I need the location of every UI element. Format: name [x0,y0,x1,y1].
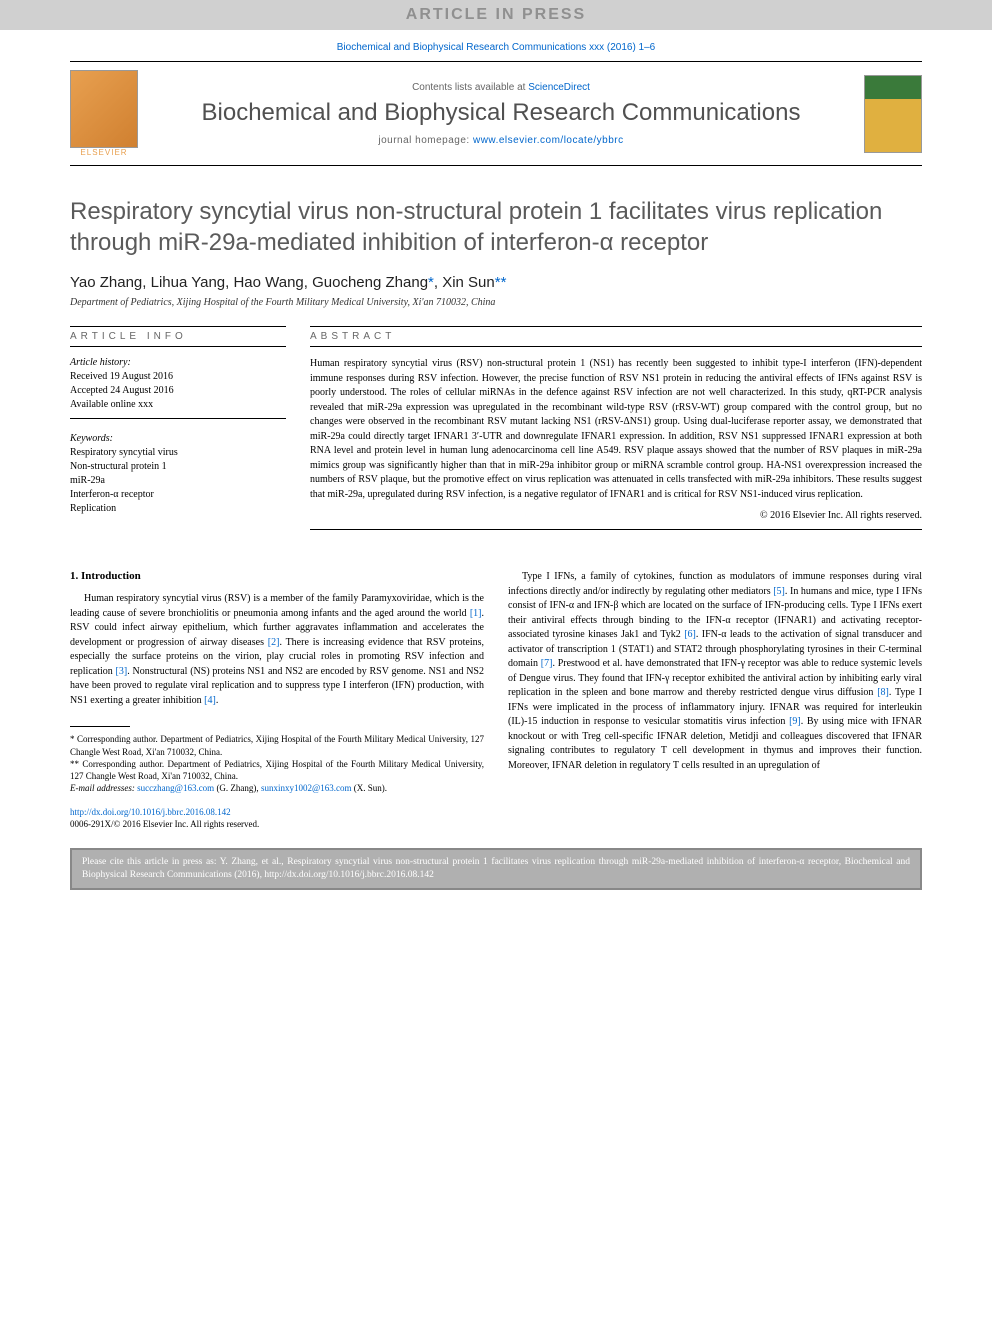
author-list: Yao Zhang, Lihua Yang, Hao Wang, Guochen… [70,274,922,291]
history-accepted: Accepted 24 August 2016 [70,384,286,398]
ref-link[interactable]: [1] [470,608,482,619]
ref-link[interactable]: [2] [268,637,280,648]
homepage-prefix: journal homepage: [378,135,473,146]
ref-link[interactable]: [8] [877,687,889,698]
keywords-label: Keywords: [70,433,286,444]
abstract-text: Human respiratory syncytial virus (RSV) … [310,357,922,502]
elsevier-label: ELSEVIER [70,148,138,157]
journal-header: ELSEVIER Contents lists available at Sci… [70,61,922,166]
homepage-link[interactable]: www.elsevier.com/locate/ybbrc [473,135,624,146]
keyword: Replication [70,502,286,516]
affiliation: Department of Pediatrics, Xijing Hospita… [70,297,922,308]
issn-copyright: 0006-291X/© 2016 Elsevier Inc. All right… [70,819,259,829]
contents-line: Contents lists available at ScienceDirec… [138,82,864,93]
doi-block: http://dx.doi.org/10.1016/j.bbrc.2016.08… [70,806,922,830]
section-heading-intro: 1. Introduction [70,570,484,582]
contents-prefix: Contents lists available at [412,82,528,93]
ref-link[interactable]: [4] [204,695,216,706]
homepage-line: journal homepage: www.elsevier.com/locat… [138,135,864,146]
citation-header: Biochemical and Biophysical Research Com… [0,30,992,61]
elsevier-logo-block: ELSEVIER [70,70,138,157]
intro-para-1: Human respiratory syncytial virus (RSV) … [70,592,484,708]
journal-cover-thumbnail [864,75,922,153]
corresp-marker-2: ** [495,274,507,291]
article-info-column: ARTICLE INFO Article history: Received 1… [70,326,286,530]
ref-link[interactable]: [9] [789,716,801,727]
footnote-corresp-1: * Corresponding author. Department of Pe… [70,733,484,757]
article-info-label: ARTICLE INFO [70,326,286,347]
footnote-email: E-mail addresses: succzhang@163.com (G. … [70,782,484,794]
keyword: Respiratory syncytial virus [70,446,286,460]
article-title: Respiratory syncytial virus non-structur… [70,196,922,258]
sciencedirect-link[interactable]: ScienceDirect [528,82,590,93]
email-link[interactable]: succzhang@163.com [137,783,214,793]
elsevier-tree-icon [70,70,138,148]
press-banner: ARTICLE IN PRESS [0,0,992,30]
ref-link[interactable]: [5] [773,586,785,597]
body-columns: 1. Introduction Human respiratory syncyt… [70,570,922,794]
ref-link[interactable]: [3] [116,666,128,677]
intro-para-2: Type I IFNs, a family of cytokines, func… [508,570,922,773]
keyword: Interferon-α receptor [70,488,286,502]
ref-link[interactable]: [7] [541,658,553,669]
ref-link[interactable]: [6] [684,629,696,640]
left-column: 1. Introduction Human respiratory syncyt… [70,570,484,794]
email-link[interactable]: sunxinxy1002@163.com [261,783,352,793]
author-last: , Xin Sun [434,274,495,291]
cite-this-article-box: Please cite this article in press as: Y.… [70,848,922,890]
history-label: Article history: [70,357,286,368]
keyword: Non-structural protein 1 [70,460,286,474]
journal-name: Biochemical and Biophysical Research Com… [138,99,864,127]
history-online: Available online xxx [70,398,286,412]
authors-main: Yao Zhang, Lihua Yang, Hao Wang, Guochen… [70,274,428,291]
page: ARTICLE IN PRESS Biochemical and Biophys… [0,0,992,1323]
footnote-corresp-2: ** Corresponding author. Department of P… [70,758,484,782]
copyright-line: © 2016 Elsevier Inc. All rights reserved… [310,510,922,521]
abstract-label: ABSTRACT [310,326,922,347]
right-column: Type I IFNs, a family of cytokines, func… [508,570,922,794]
keyword: miR-29a [70,474,286,488]
abstract-column: ABSTRACT Human respiratory syncytial vir… [310,326,922,530]
doi-link[interactable]: http://dx.doi.org/10.1016/j.bbrc.2016.08… [70,807,231,817]
history-received: Received 19 August 2016 [70,370,286,384]
